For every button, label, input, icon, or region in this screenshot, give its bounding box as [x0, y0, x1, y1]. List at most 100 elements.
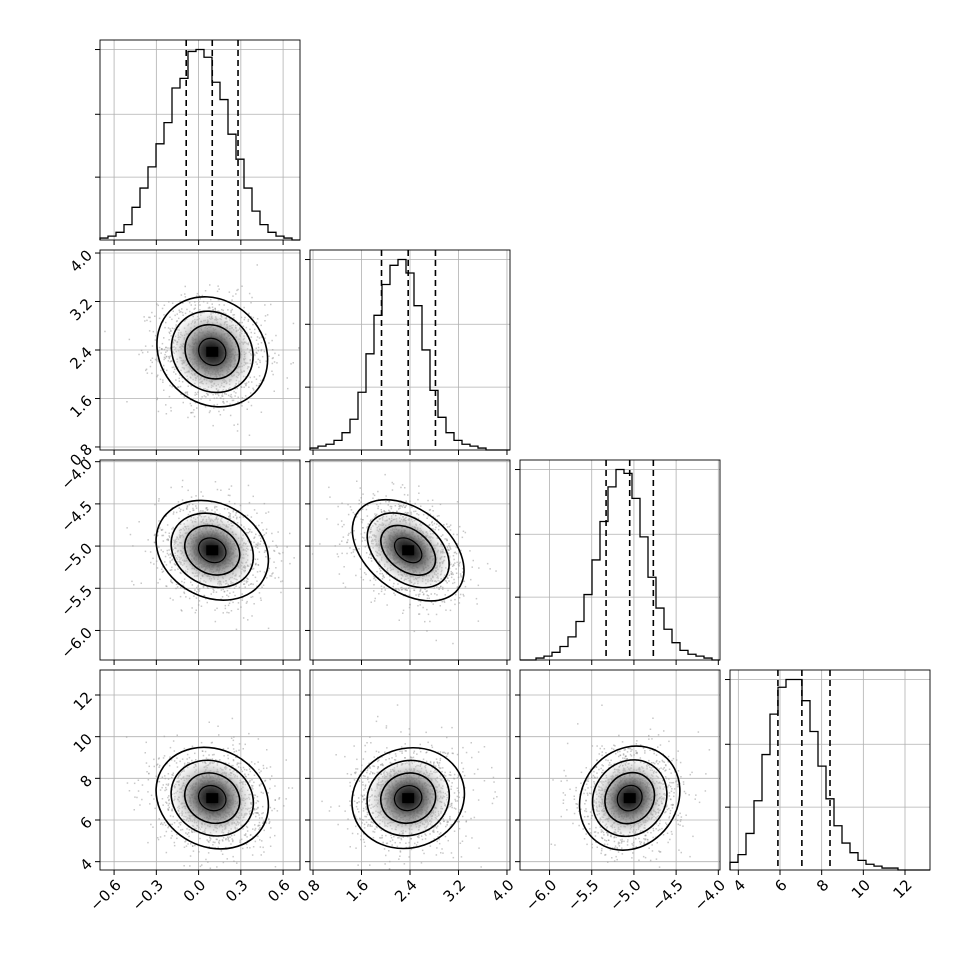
scatter-point: [231, 717, 234, 720]
scatter-point: [167, 327, 170, 329]
scatter-point: [268, 546, 270, 548]
scatter-point: [223, 409, 225, 411]
scatter-point: [337, 555, 340, 558]
scatter-point: [154, 503, 156, 506]
scatter-point: [186, 308, 188, 311]
density-panel-0-2: [95, 459, 301, 665]
scatter-point: [153, 765, 155, 768]
scatter-point: [244, 382, 246, 385]
density-peak: [206, 545, 219, 556]
scatter-point: [355, 516, 358, 518]
scatter-point: [336, 553, 339, 555]
scatter-point: [162, 823, 164, 826]
scatter-point: [161, 776, 164, 778]
scatter-point: [179, 595, 182, 598]
scatter-point: [459, 573, 462, 575]
scatter-point: [276, 362, 278, 364]
scatter-point: [172, 772, 174, 774]
scatter-point: [253, 509, 256, 511]
scatter-point: [289, 532, 291, 535]
scatter-point: [401, 588, 403, 591]
scatter-point: [164, 531, 167, 534]
scatter-point: [464, 531, 467, 534]
scatter-point: [413, 630, 416, 633]
scatter-point: [165, 788, 168, 791]
scatter-point: [232, 399, 235, 402]
scatter-point: [274, 577, 276, 579]
scatter-point: [163, 314, 165, 316]
scatter-point: [168, 339, 170, 341]
scatter-point: [196, 591, 198, 593]
scatter-point: [256, 558, 259, 560]
scatter-point: [262, 805, 264, 808]
scatter-point: [170, 837, 172, 839]
scatter-point: [253, 332, 256, 334]
scatter-point: [160, 549, 162, 551]
scatter-point: [226, 508, 229, 510]
scatter-point: [169, 569, 172, 571]
scatter-point: [265, 532, 267, 534]
scatter-point: [268, 822, 270, 824]
scatter-point: [272, 540, 274, 542]
scatter-point: [255, 321, 258, 324]
scatter-point: [442, 586, 444, 589]
scatter-point: [272, 572, 274, 574]
scatter-point: [159, 578, 161, 581]
scatter-point: [219, 397, 222, 399]
scatter-point: [177, 386, 180, 388]
scatter-point: [355, 574, 357, 577]
scatter-point: [172, 740, 175, 742]
scatter-point: [169, 316, 171, 318]
scatter-point: [269, 766, 272, 768]
scatter-point: [257, 346, 260, 349]
scatter-point: [471, 566, 473, 568]
scatter-point: [449, 609, 452, 612]
scatter-point: [227, 309, 229, 311]
scatter-point: [177, 386, 179, 388]
contour-line: [198, 337, 227, 366]
scatter-point: [176, 586, 179, 588]
scatter-point: [200, 398, 202, 400]
scatter-point: [257, 835, 259, 838]
scatter-point: [212, 393, 214, 396]
scatter-point: [196, 393, 198, 395]
scatter-point: [402, 612, 404, 614]
scatter-point: [257, 358, 259, 361]
scatter-point: [456, 501, 459, 503]
scatter-point: [423, 593, 425, 595]
scatter-point: [447, 589, 449, 592]
scatter-point: [200, 605, 203, 607]
scatter-point: [370, 601, 372, 603]
scatter-point: [153, 534, 156, 537]
scatter-point: [180, 294, 183, 296]
scatter-point: [159, 836, 162, 838]
scatter-point: [160, 352, 162, 354]
scatter-point: [409, 500, 411, 502]
scatter-point: [237, 608, 239, 610]
scatter-point: [462, 593, 464, 596]
scatter-point: [230, 485, 233, 487]
scatter-point: [247, 401, 250, 403]
scatter-point: [173, 371, 175, 373]
scatter-point: [199, 304, 201, 306]
scatter-point: [217, 285, 219, 287]
scatter-point: [264, 304, 266, 306]
scatter-point: [258, 828, 260, 831]
scatter-point: [258, 821, 261, 824]
scatter-point: [250, 331, 252, 334]
scatter-point: [166, 369, 168, 372]
scatter-point: [257, 547, 259, 549]
scatter-point: [360, 497, 362, 499]
scatter-point: [227, 494, 230, 496]
scatter-point: [237, 602, 240, 604]
scatter-point: [277, 531, 279, 533]
scatter-point: [243, 526, 245, 528]
scatter-point: [448, 580, 450, 582]
scatter-point: [168, 301, 170, 303]
scatter-point: [224, 607, 227, 610]
scatter-point: [258, 592, 261, 594]
scatter-point: [187, 832, 190, 834]
scatter-point: [229, 836, 231, 838]
scatter-point: [232, 510, 234, 513]
